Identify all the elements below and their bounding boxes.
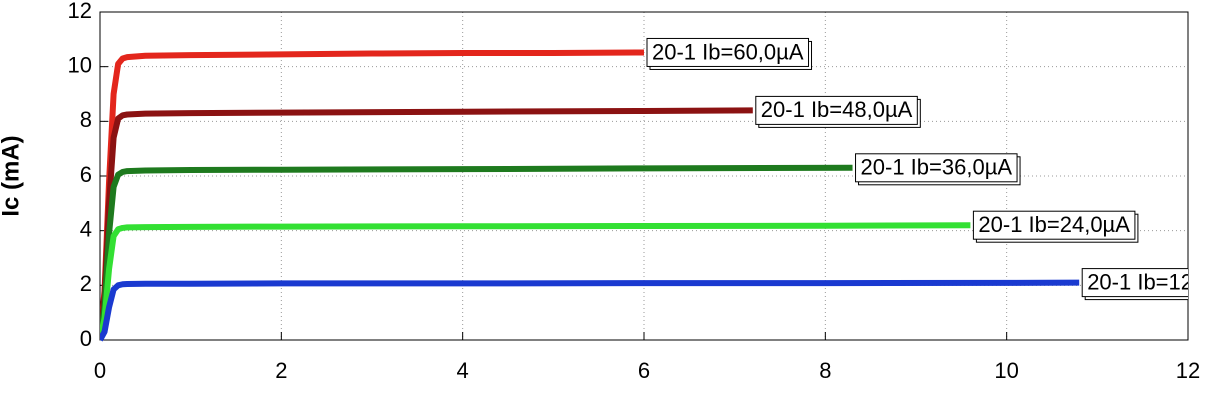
- y-tick-label: 2: [80, 271, 92, 296]
- label-box: [972, 210, 1136, 240]
- y-tick-label: 4: [80, 216, 92, 241]
- label-box: [1081, 268, 1188, 298]
- y-axis-label: Ic (mA): [0, 135, 24, 216]
- label-box: [646, 37, 810, 67]
- y-tick-label: 6: [80, 162, 92, 187]
- legend-label: 20-1 Ib=36,0µA: [861, 155, 1013, 180]
- legend-label: 20-1 Ib=60,0µA: [652, 39, 804, 64]
- x-tick-label: 4: [457, 358, 469, 383]
- series-label: 20-1 Ib=60,0µA: [646, 37, 813, 70]
- curve: [100, 222, 971, 341]
- series-label: 20-1 Ib=12,: [1081, 268, 1199, 301]
- series-label: 20-1 Ib=24,0µA: [972, 210, 1139, 243]
- x-tick-label: 10: [994, 358, 1018, 383]
- legend-label: 20-1 Ib=48,0µA: [761, 97, 913, 122]
- y-tick-label: 0: [80, 326, 92, 351]
- curve: [100, 279, 1080, 342]
- x-tick-label: 6: [638, 358, 650, 383]
- plot-area: 20-1 Ib=60,0µA 20-1 Ib=48,0µA 20-1 Ib=36,0…: [100, 37, 1199, 342]
- y-tick-label: 8: [80, 107, 92, 132]
- legend-label: 20-1 Ib=24,0µA: [978, 212, 1130, 237]
- x-tick-label: 2: [275, 358, 287, 383]
- x-tick-label: 12: [1176, 358, 1200, 383]
- plot-frame: [99, 11, 1189, 341]
- curve: [100, 49, 645, 341]
- y-tick-label: 10: [68, 52, 92, 77]
- series-label: 20-1 Ib=36,0µA: [855, 153, 1021, 186]
- x-tick-label: 0: [94, 358, 106, 383]
- y-tick-label: 12: [68, 0, 92, 23]
- label-box: [755, 95, 918, 125]
- series-label: 20-1 Ib=48,0µA: [755, 95, 921, 128]
- x-tick-label: 8: [819, 358, 831, 383]
- label-box: [855, 153, 1018, 183]
- legend-label: 20-1 Ib=12,: [1087, 269, 1199, 294]
- curve: [100, 164, 853, 341]
